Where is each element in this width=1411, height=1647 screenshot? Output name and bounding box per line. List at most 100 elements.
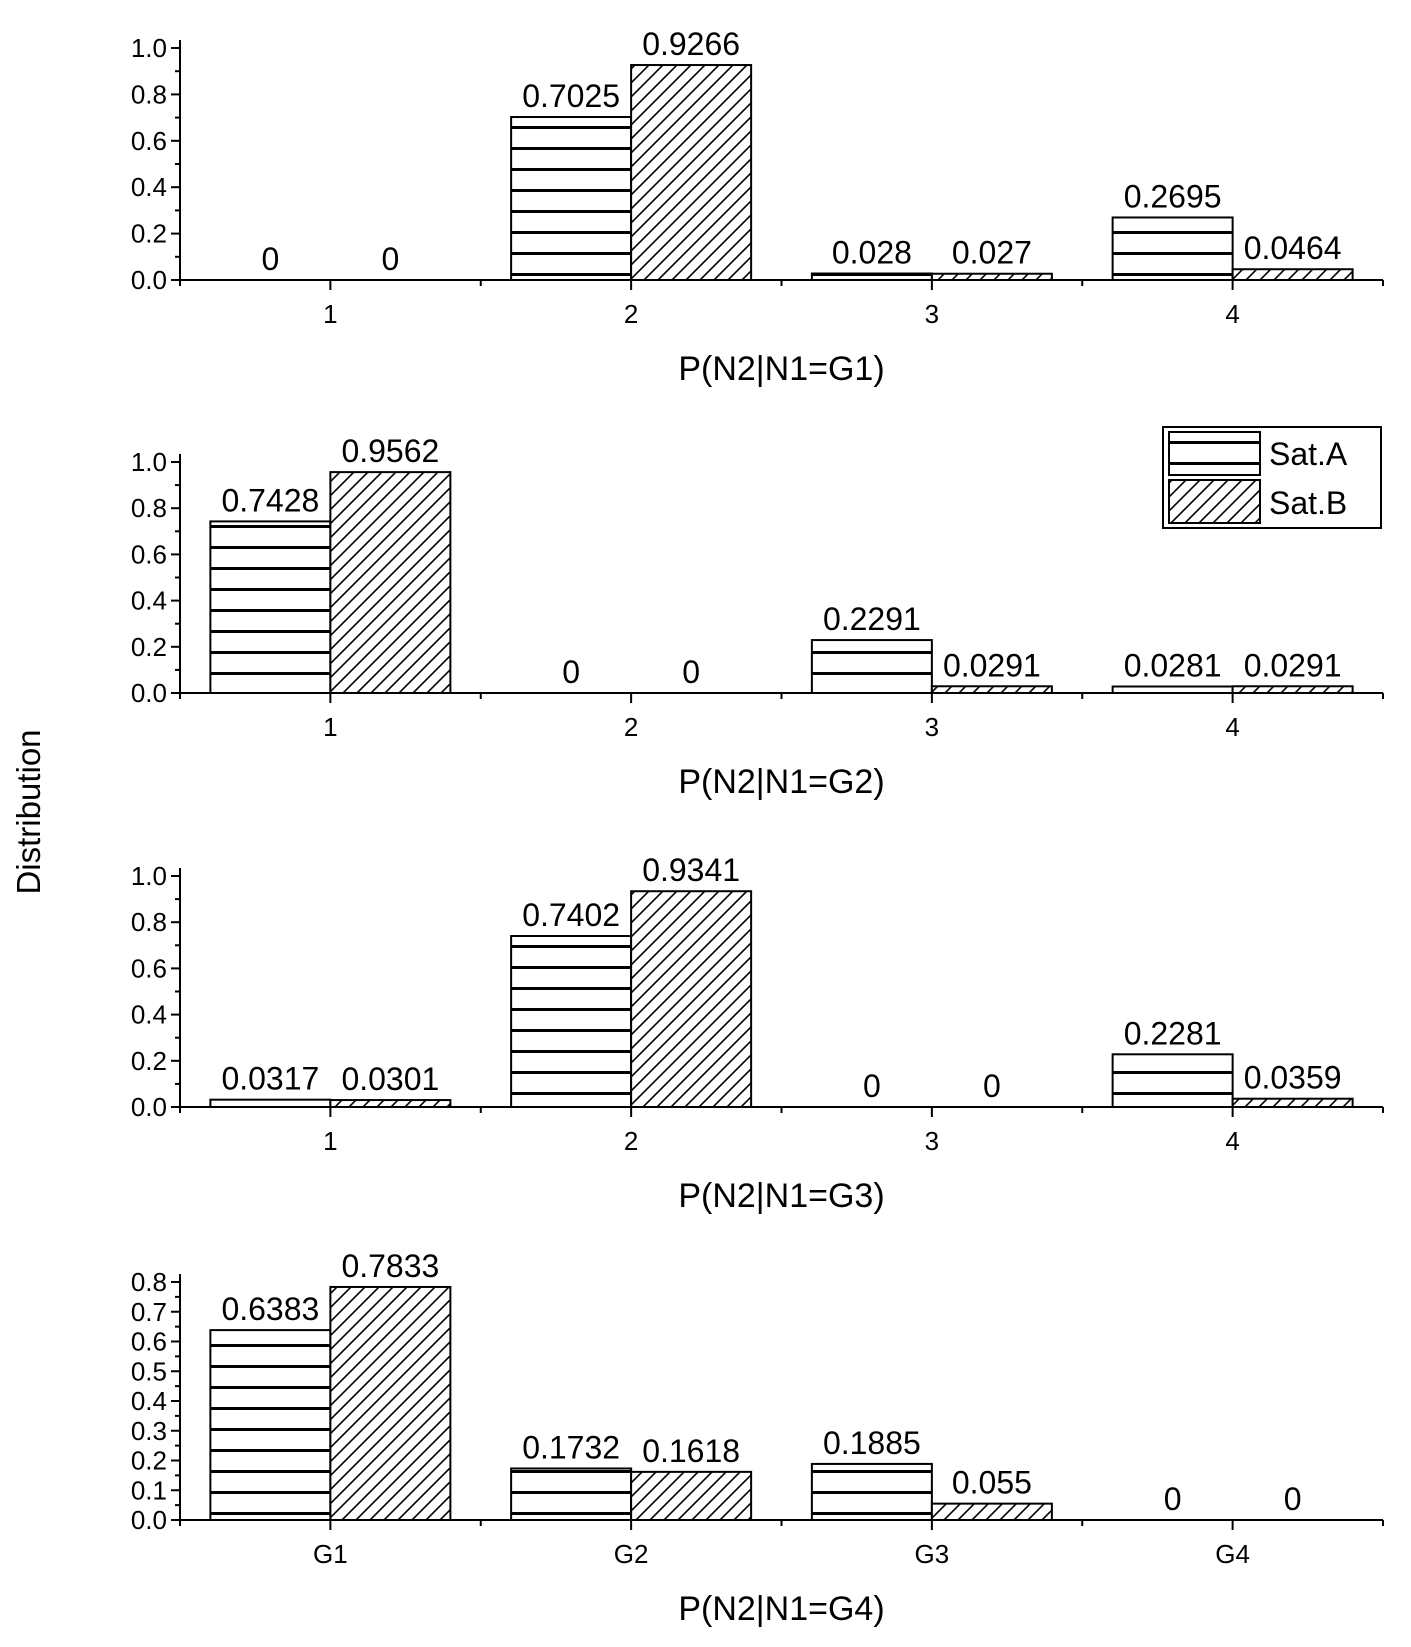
data-label-sat-a: 0.7025 [522, 78, 620, 114]
bar-sat-b [930, 685, 1053, 694]
y-tick-label: 0.8 [131, 79, 167, 109]
x-axis-title: P(N2|N1=G2) [678, 763, 884, 801]
data-label-sat-a: 0 [863, 1068, 881, 1104]
data-label-sat-a: 0.0281 [1124, 648, 1222, 684]
legend-swatch-sat-a [1168, 431, 1261, 476]
data-label-sat-b: 0 [983, 1068, 1001, 1104]
y-tick-label: 0.2 [131, 1446, 167, 1476]
bar-sat-b [1231, 685, 1354, 694]
y-tick-label: 0.4 [131, 586, 167, 616]
data-label-sat-b: 0.0291 [1244, 647, 1342, 683]
panel-3: 0.0 0.2 0.4 0.6 0.8 1.0 1 2 3 4 P(N2|N1=G3) 0.0317 0… [131, 852, 1384, 1215]
data-label-sat-a: 0.028 [832, 235, 912, 271]
x-tick-label: 4 [1225, 1126, 1239, 1156]
y-tick-label: 0.7 [131, 1297, 167, 1327]
bar-sat-a [810, 272, 933, 281]
x-tick-label: 1 [323, 1126, 337, 1156]
y-tick-label: 0.2 [131, 219, 167, 249]
legend-label-sat-b: Sat.B [1269, 485, 1347, 521]
data-label-sat-b: 0.055 [952, 1465, 1032, 1501]
y-tick-label: 0.6 [131, 953, 167, 983]
bar-sat-b [329, 1285, 452, 1522]
bar-sat-b [1231, 268, 1354, 281]
y-tick-label: 0.6 [131, 126, 167, 156]
y-tick-label: 1.0 [131, 861, 167, 891]
data-label-sat-b: 0 [682, 654, 700, 690]
data-label-sat-b: 0.0464 [1244, 230, 1342, 266]
bar-sat-b [630, 1470, 753, 1522]
data-label-sat-a: 0 [261, 241, 279, 277]
y-tick-label: 0.0 [131, 1092, 167, 1122]
bar-sat-a [810, 1462, 933, 1522]
x-tick-label: G2 [614, 1539, 649, 1569]
y-tick-label: 0.4 [131, 1386, 167, 1416]
bar-sat-a [209, 1098, 332, 1108]
x-tick-label: 4 [1225, 299, 1239, 329]
x-tick-label: 2 [624, 299, 638, 329]
data-label-sat-b: 0.0291 [943, 647, 1041, 683]
data-label-sat-b: 0.9266 [642, 26, 740, 62]
bar-sat-a [810, 639, 933, 694]
y-tick-label: 1.0 [131, 447, 167, 477]
y-tick-label: 0.4 [131, 1000, 167, 1030]
x-axis-title: P(N2|N1=G3) [678, 1177, 884, 1215]
data-label-sat-a: 0 [1164, 1481, 1182, 1517]
bar-sat-a [1111, 1053, 1234, 1109]
data-label-sat-a: 0.7402 [522, 897, 620, 933]
bar-sat-a [510, 1467, 633, 1522]
y-tick-label: 0.0 [131, 1505, 167, 1535]
y-axis-label: Distribution [10, 729, 47, 894]
data-label-sat-a: 0.1732 [522, 1429, 620, 1465]
bar-sat-a [510, 935, 633, 1108]
x-tick-label: 4 [1225, 712, 1239, 742]
y-tick-label: 0.6 [131, 1327, 167, 1357]
y-tick-label: 0.2 [131, 1046, 167, 1076]
data-label-sat-b: 0.0359 [1244, 1060, 1342, 1096]
data-label-sat-a: 0 [562, 654, 580, 690]
bar-sat-b [930, 1502, 1053, 1521]
data-label-sat-b: 0.7833 [341, 1248, 439, 1284]
x-tick-label: 2 [624, 1126, 638, 1156]
x-tick-label: 3 [925, 712, 939, 742]
x-tick-label: 3 [925, 1126, 939, 1156]
x-tick-label: 1 [323, 299, 337, 329]
data-label-sat-b: 0.9341 [642, 852, 740, 888]
bar-sat-a [209, 1329, 332, 1521]
data-label-sat-a: 0.1885 [823, 1425, 921, 1461]
bar-sat-b [630, 64, 753, 282]
data-label-sat-b: 0.1618 [642, 1433, 740, 1469]
legend: Sat.A Sat.B [1162, 426, 1382, 529]
legend-label-sat-a: Sat.A [1269, 436, 1348, 472]
y-tick-label: 0.8 [131, 493, 167, 523]
data-label-sat-a: 0.2281 [1124, 1015, 1222, 1051]
x-tick-label: G4 [1215, 1539, 1250, 1569]
data-label-sat-b: 0 [381, 241, 399, 277]
y-tick-label: 0.0 [131, 265, 167, 295]
x-tick-label: 1 [323, 712, 337, 742]
x-tick-label: G3 [915, 1539, 950, 1569]
bar-sat-a [1111, 685, 1234, 695]
data-label-sat-a: 0.0317 [221, 1061, 319, 1097]
x-axis-title: P(N2|N1=G1) [678, 350, 884, 388]
legend-swatch-sat-b [1168, 479, 1261, 524]
y-tick-label: 1.0 [131, 33, 167, 63]
x-axis-title: P(N2|N1=G4) [678, 1590, 884, 1628]
data-label-sat-a: 0.2291 [823, 601, 921, 637]
x-tick-label: G1 [313, 1539, 348, 1569]
bar-sat-b [930, 272, 1053, 281]
bar-sat-b [630, 890, 753, 1108]
panel-1: 0.0 0.2 0.4 0.6 0.8 1.0 1 2 3 4 P(N2|N1=G1) 0 0.7025… [131, 26, 1384, 388]
data-label-sat-a: 0.2695 [1124, 178, 1222, 214]
data-label-sat-b: 0.9562 [341, 433, 439, 469]
bar-sat-a [510, 116, 633, 281]
x-tick-label: 2 [624, 712, 638, 742]
y-tick-label: 0.6 [131, 539, 167, 569]
bar-sat-b [1231, 1097, 1354, 1109]
data-label-sat-a: 0.6383 [221, 1291, 319, 1327]
y-tick-label: 0.8 [131, 1267, 167, 1297]
bar-sat-a [1111, 216, 1234, 281]
panel-4: 0.00.10.20.30.40.50.60.70.8 G1 G2 G3 G4 P(N2|… [131, 1248, 1384, 1628]
bar-sat-b [329, 1099, 452, 1108]
bar-sat-a [209, 520, 332, 695]
